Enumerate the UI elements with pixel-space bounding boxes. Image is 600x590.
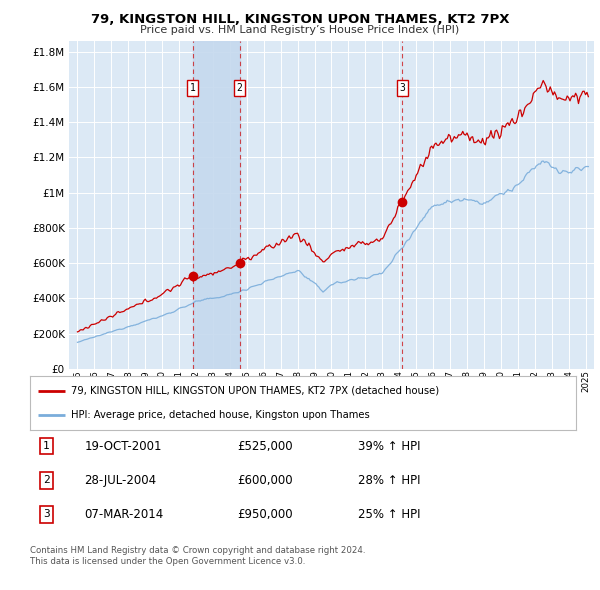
Text: 1: 1 [43, 441, 50, 451]
Text: HPI: Average price, detached house, Kingston upon Thames: HPI: Average price, detached house, King… [71, 410, 370, 420]
Text: 79, KINGSTON HILL, KINGSTON UPON THAMES, KT2 7PX (detached house): 79, KINGSTON HILL, KINGSTON UPON THAMES,… [71, 386, 439, 396]
Text: Contains HM Land Registry data © Crown copyright and database right 2024.: Contains HM Land Registry data © Crown c… [30, 546, 365, 555]
Text: 79, KINGSTON HILL, KINGSTON UPON THAMES, KT2 7PX: 79, KINGSTON HILL, KINGSTON UPON THAMES,… [91, 13, 509, 26]
Text: This data is licensed under the Open Government Licence v3.0.: This data is licensed under the Open Gov… [30, 557, 305, 566]
Text: 28-JUL-2004: 28-JUL-2004 [85, 474, 157, 487]
Text: 3: 3 [400, 83, 405, 93]
Text: 19-OCT-2001: 19-OCT-2001 [85, 440, 162, 453]
Text: 28% ↑ HPI: 28% ↑ HPI [358, 474, 420, 487]
Text: 2: 2 [237, 83, 242, 93]
Text: Price paid vs. HM Land Registry’s House Price Index (HPI): Price paid vs. HM Land Registry’s House … [140, 25, 460, 35]
Text: 25% ↑ HPI: 25% ↑ HPI [358, 508, 420, 521]
Text: 07-MAR-2014: 07-MAR-2014 [85, 508, 164, 521]
Text: £525,000: £525,000 [238, 440, 293, 453]
Text: 3: 3 [43, 510, 50, 519]
Text: 1: 1 [190, 83, 196, 93]
Text: 2: 2 [43, 476, 50, 485]
Text: 39% ↑ HPI: 39% ↑ HPI [358, 440, 420, 453]
Bar [193, 41, 240, 369]
Text: £950,000: £950,000 [238, 508, 293, 521]
Text: £600,000: £600,000 [238, 474, 293, 487]
